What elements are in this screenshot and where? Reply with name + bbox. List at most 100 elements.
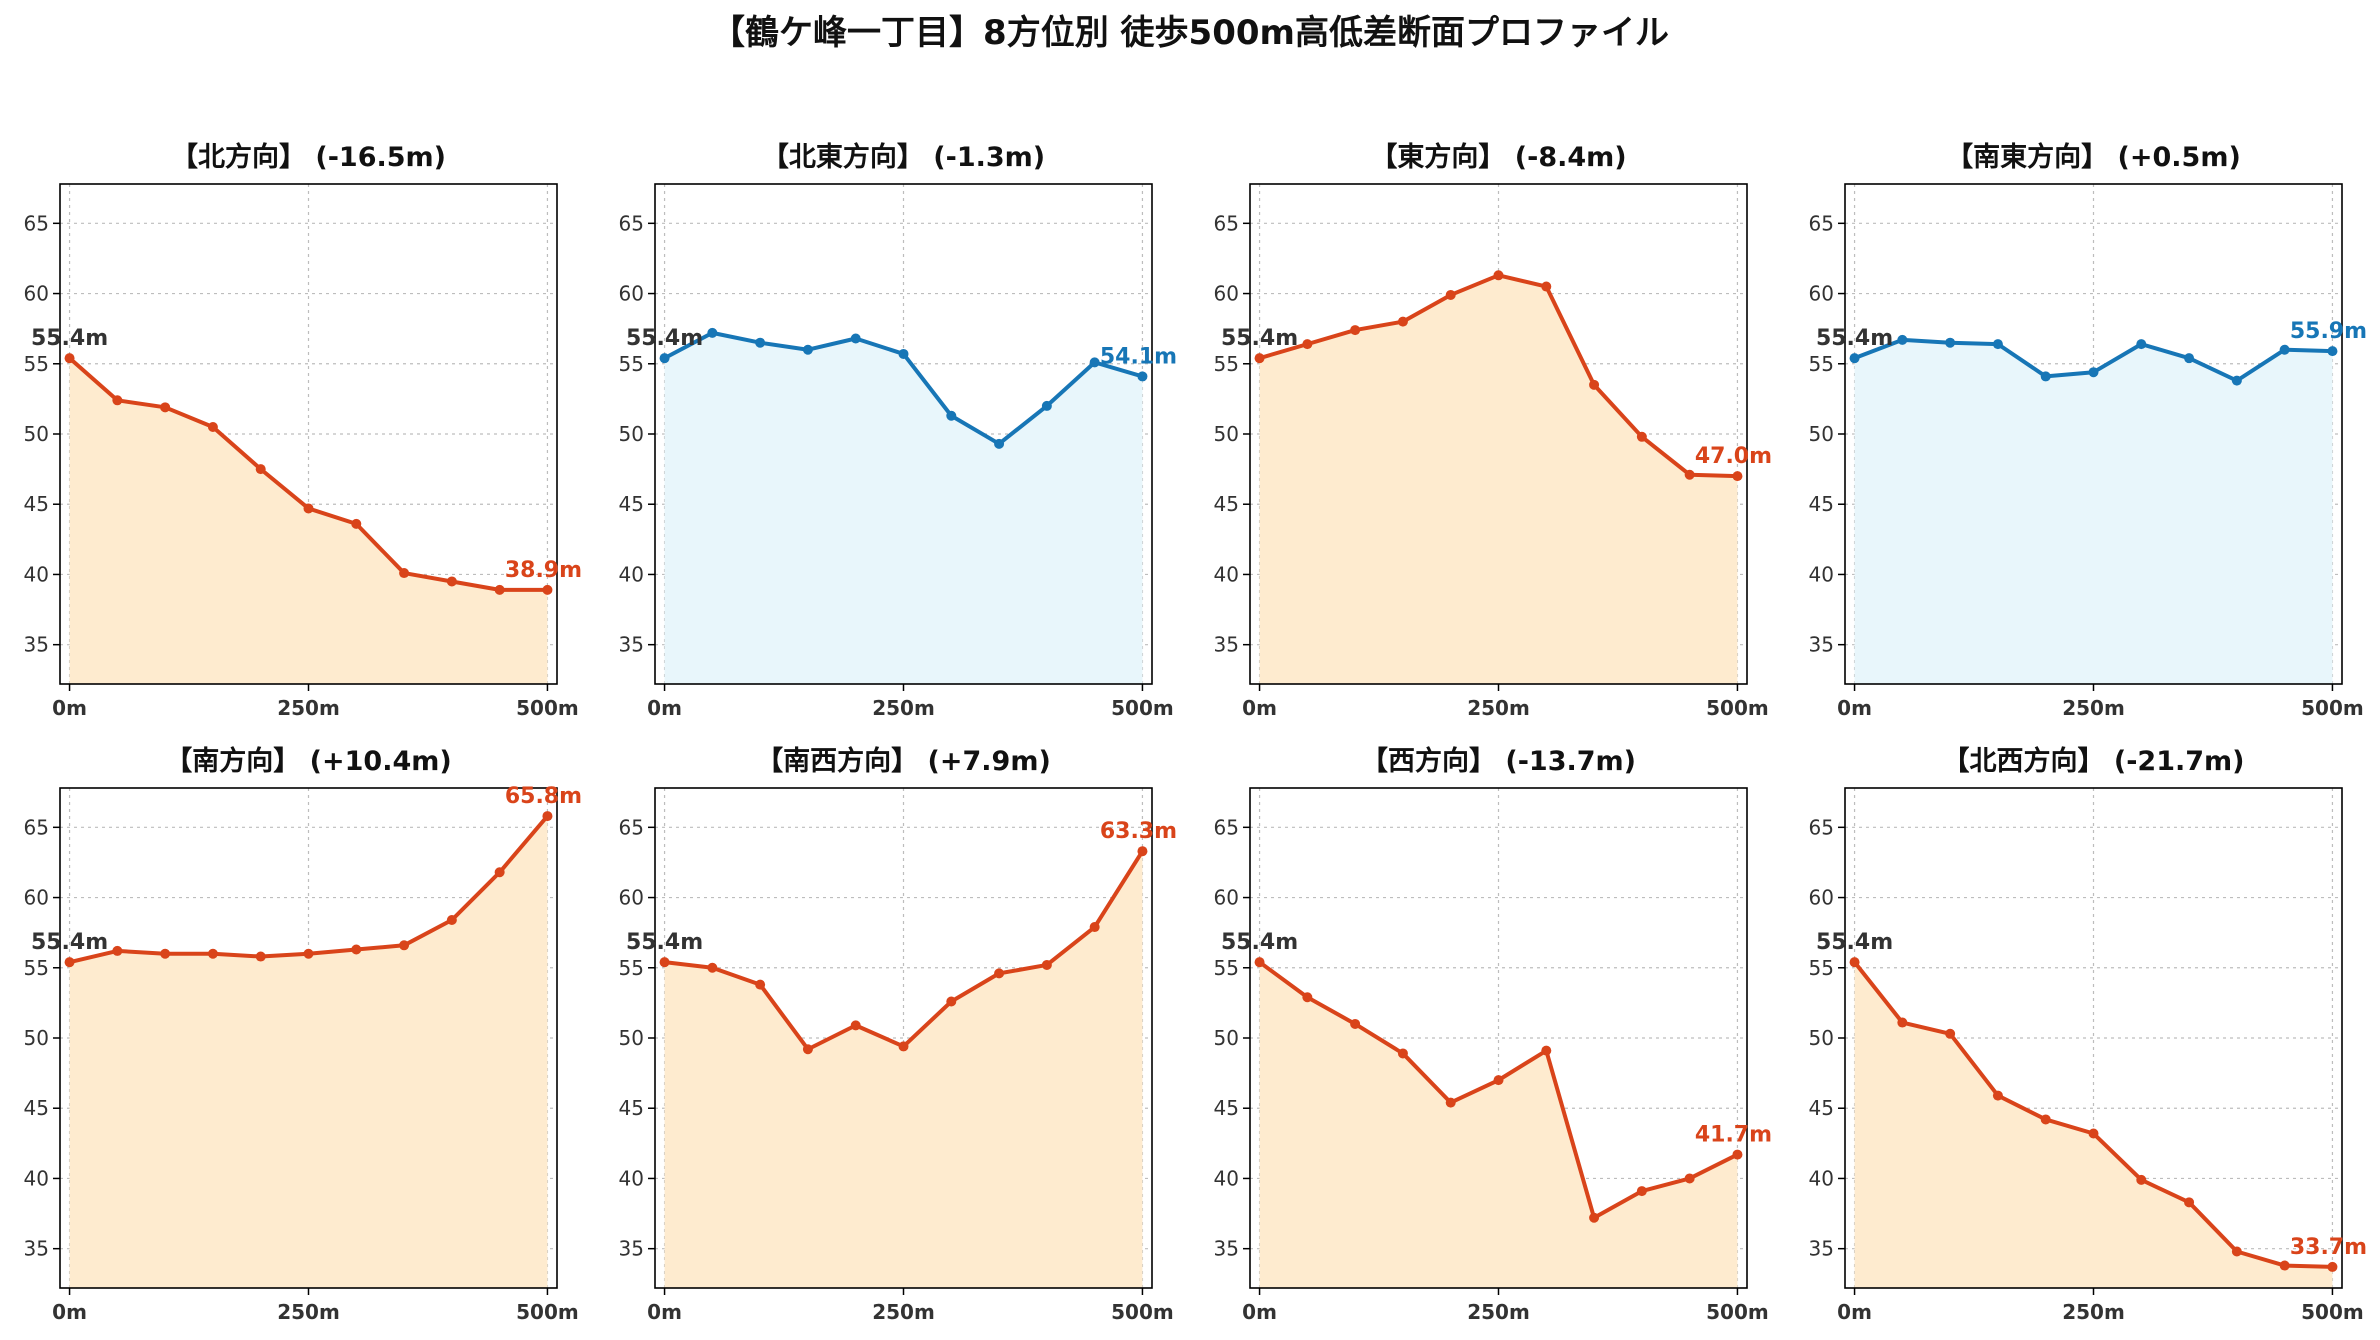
data-point: [494, 867, 505, 878]
data-point: [207, 421, 218, 432]
y-tick-label: 40: [1214, 1166, 1239, 1190]
y-tick-label: 45: [24, 492, 49, 516]
y-tick-label: 50: [1214, 1026, 1239, 1050]
x-tick-label: 500m: [2301, 1300, 2364, 1324]
y-tick-label: 35: [24, 1237, 49, 1261]
y-tick-label: 65: [24, 815, 49, 839]
x-tick-label: 500m: [516, 696, 579, 720]
y-tick-label: 40: [24, 562, 49, 586]
data-point: [542, 584, 553, 595]
y-tick-label: 55: [24, 352, 49, 376]
panel-title: 【南西方向】 (+7.9m): [756, 745, 1051, 777]
x-tick-label: 250m: [277, 696, 340, 720]
data-point: [1445, 289, 1456, 300]
data-point: [850, 333, 861, 344]
x-tick-label: 250m: [2062, 696, 2125, 720]
panel-title: 【北西方向】 (-21.7m): [1942, 745, 2244, 777]
data-point: [994, 438, 1005, 449]
start-elevation-label: 55.4m: [626, 930, 703, 955]
data-point: [1589, 1212, 1600, 1223]
x-tick-label: 500m: [1706, 696, 1769, 720]
data-point: [802, 344, 813, 355]
y-tick-label: 35: [1214, 633, 1239, 657]
data-point: [1254, 353, 1265, 364]
start-elevation-label: 55.4m: [1221, 930, 1298, 955]
y-tick-label: 50: [24, 422, 49, 446]
y-tick-label: 35: [24, 633, 49, 657]
data-point: [351, 944, 362, 955]
y-tick-label: 45: [619, 492, 644, 516]
y-tick-label: 45: [1214, 492, 1239, 516]
data-point: [1041, 959, 1052, 970]
x-tick-label: 0m: [647, 696, 682, 720]
end-elevation-label: 54.1m: [1100, 344, 1177, 369]
panel-1: 【北方向】 (-16.5m) 35 40 45 50 55 60 65 0m 250m 500m 55…: [24, 141, 583, 720]
data-point: [1350, 1018, 1361, 1029]
y-tick-label: 40: [619, 562, 644, 586]
data-point: [303, 503, 314, 514]
data-point: [351, 518, 362, 529]
y-tick-label: 40: [1809, 562, 1834, 586]
panel-title: 【南方向】 (+10.4m): [165, 745, 451, 777]
elevation-area: [664, 332, 1143, 684]
y-tick-label: 40: [24, 1166, 49, 1190]
data-point: [64, 353, 75, 364]
data-point: [160, 948, 171, 959]
x-tick-label: 0m: [52, 696, 87, 720]
data-point: [1089, 922, 1100, 933]
elevation-area: [1854, 339, 2333, 684]
start-elevation-label: 55.4m: [31, 930, 108, 955]
data-point: [542, 811, 553, 822]
y-tick-label: 60: [1214, 282, 1239, 306]
data-point: [1541, 1045, 1552, 1056]
y-tick-label: 45: [1809, 492, 1834, 516]
data-point: [255, 951, 266, 962]
data-point: [1493, 270, 1504, 281]
x-tick-label: 500m: [1111, 1300, 1174, 1324]
x-tick-label: 250m: [2062, 1300, 2125, 1324]
data-point: [946, 996, 957, 1007]
end-elevation-label: 65.8m: [505, 784, 582, 809]
panel-8: 【北西方向】 (-21.7m) 35 40 45 50 55 60 65 0m 250m 500m 5…: [1809, 745, 2368, 1324]
end-elevation-label: 55.9m: [2290, 319, 2367, 344]
x-tick-label: 500m: [2301, 696, 2364, 720]
y-tick-label: 65: [1214, 815, 1239, 839]
data-point: [1254, 957, 1265, 968]
data-point: [2088, 1128, 2099, 1139]
data-point: [2279, 344, 2290, 355]
x-tick-label: 0m: [1837, 696, 1872, 720]
data-point: [2184, 1197, 2195, 1208]
y-tick-label: 35: [619, 633, 644, 657]
panel-4: 【南東方向】 (+0.5m) 35 40 45 50 55 60 65 0m 250m 500m 55…: [1809, 141, 2368, 720]
data-point: [1041, 400, 1052, 411]
y-tick-label: 45: [1214, 1096, 1239, 1120]
y-tick-label: 40: [1809, 1166, 1834, 1190]
x-tick-label: 0m: [1242, 696, 1277, 720]
data-point: [1302, 339, 1313, 350]
data-point: [1897, 334, 1908, 345]
y-tick-label: 60: [1214, 886, 1239, 910]
y-tick-label: 60: [619, 886, 644, 910]
data-point: [2136, 339, 2147, 350]
data-point: [2279, 1260, 2290, 1271]
end-elevation-label: 33.7m: [2290, 1235, 2367, 1260]
elevation-area: [1854, 962, 2333, 1288]
data-point: [446, 576, 457, 587]
y-tick-label: 60: [1809, 282, 1834, 306]
start-elevation-label: 55.4m: [1221, 326, 1298, 351]
data-point: [1397, 316, 1408, 327]
y-tick-label: 35: [1809, 1237, 1834, 1261]
y-tick-label: 65: [24, 211, 49, 235]
x-tick-label: 250m: [1467, 696, 1530, 720]
data-point: [112, 945, 123, 956]
panel-title: 【北方向】 (-16.5m): [171, 141, 446, 173]
elevation-area: [664, 851, 1143, 1288]
panel-5: 【南方向】 (+10.4m) 35 40 45 50 55 60 65 0m 250m 500m 55…: [24, 745, 583, 1324]
x-tick-label: 250m: [1467, 1300, 1530, 1324]
y-tick-label: 65: [1809, 815, 1834, 839]
data-point: [1897, 1017, 1908, 1028]
panel-3: 【東方向】 (-8.4m) 35 40 45 50 55 60 65 0m 250m 500m 55.…: [1214, 141, 1773, 720]
y-tick-label: 55: [1809, 956, 1834, 980]
y-tick-label: 55: [1214, 352, 1239, 376]
